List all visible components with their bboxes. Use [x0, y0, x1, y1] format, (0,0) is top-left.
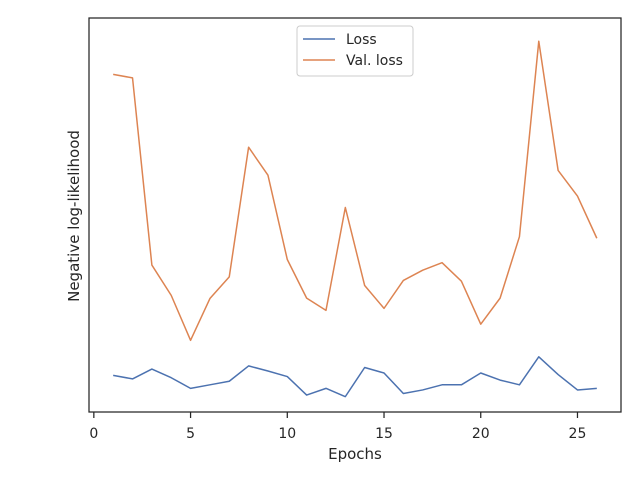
plot-frame [88, 17, 622, 413]
legend-label-loss: Loss [346, 32, 377, 48]
series-line-val-loss [113, 40, 598, 342]
plot-background [89, 18, 621, 412]
series-layer [113, 40, 598, 398]
x-tick-label: 20 [472, 426, 490, 442]
x-tick-label: 15 [375, 426, 393, 442]
x-axis-label: Epochs [328, 445, 382, 463]
x-tick-label: 10 [278, 426, 296, 442]
x-tick-label: 5 [186, 426, 195, 442]
legend: Loss Val. loss [296, 25, 414, 77]
x-tick-label: 0 [89, 426, 98, 442]
x-tick-label: 25 [569, 426, 587, 442]
series-line-loss [113, 356, 597, 398]
x-axis-ticks: 0 5 10 15 20 25 [89, 412, 586, 442]
y-axis-label: Negative log-likelihood [65, 130, 83, 302]
legend-label-val-loss: Val. loss [346, 53, 403, 69]
